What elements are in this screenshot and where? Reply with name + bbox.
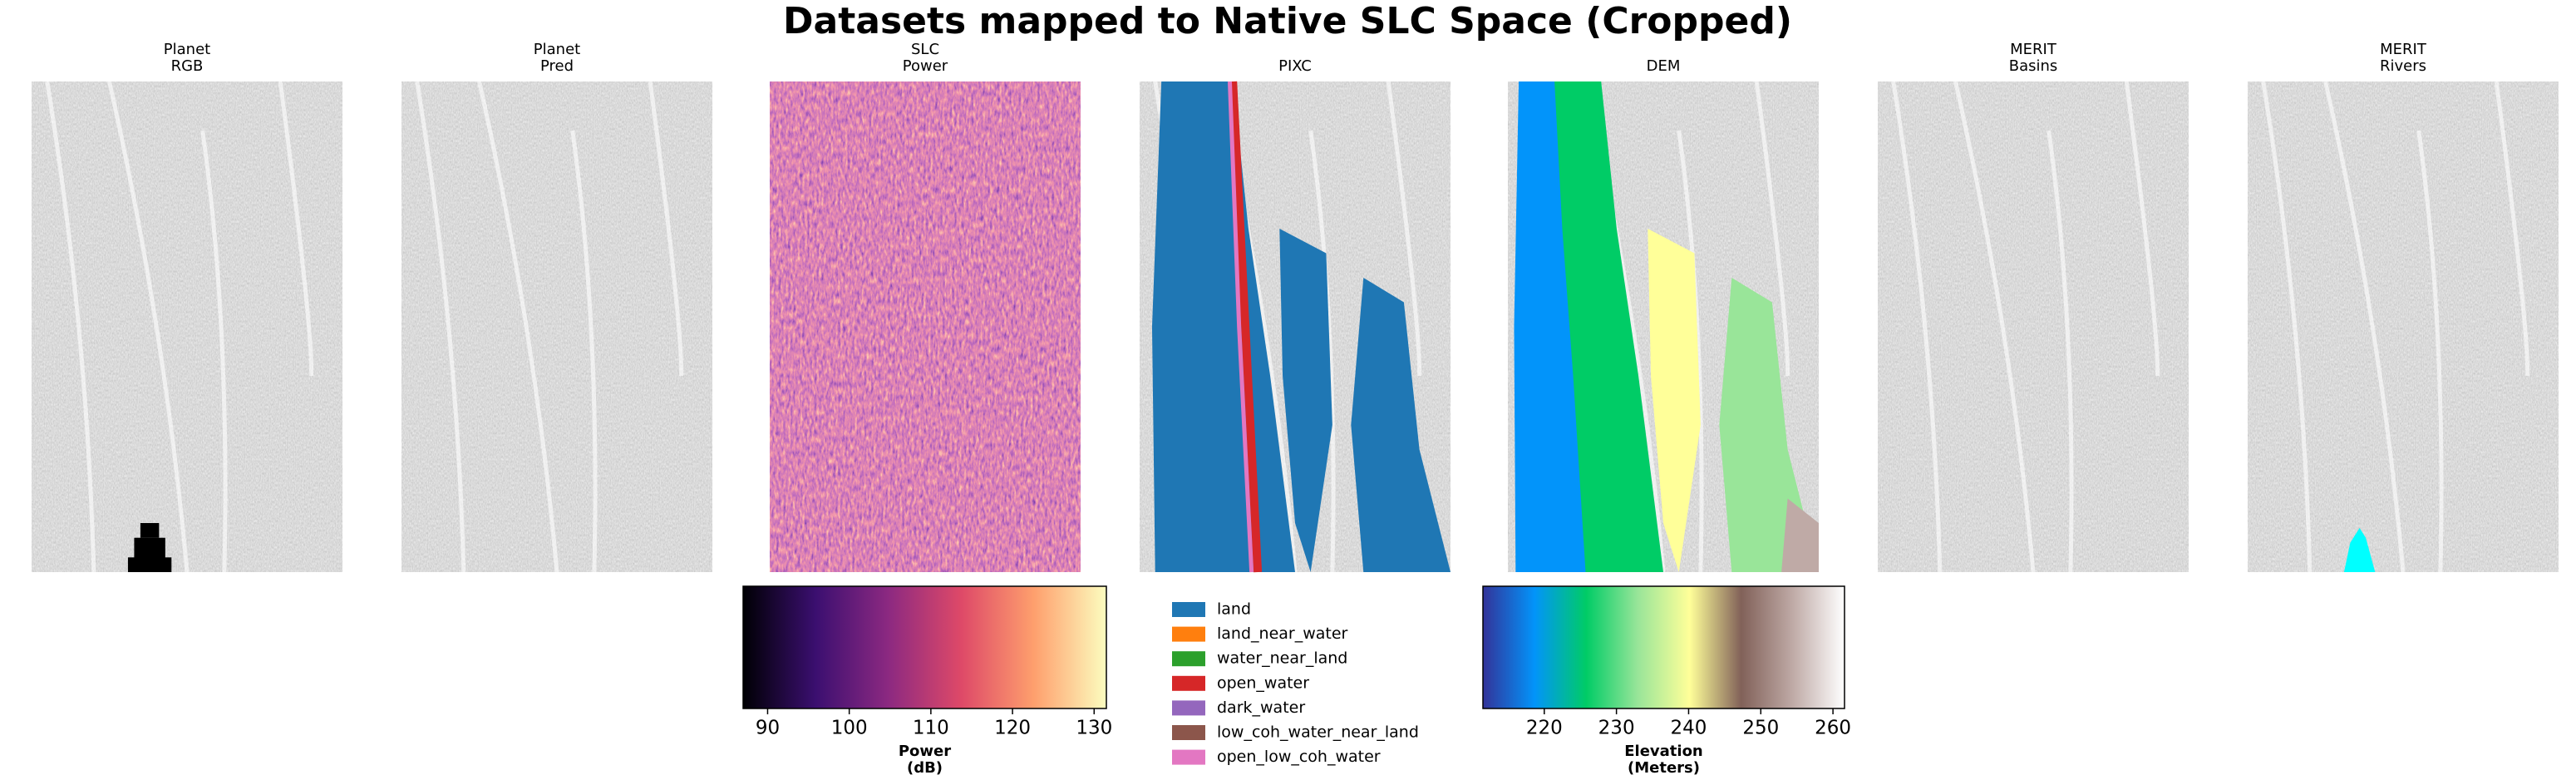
legend-swatch xyxy=(1172,626,1205,642)
streak xyxy=(278,81,314,377)
panel-title: Rivers xyxy=(2380,57,2426,75)
legend-label: dark_water xyxy=(1217,699,1305,717)
streak xyxy=(1386,81,1422,377)
legend-swatch xyxy=(1172,700,1205,716)
dem-region xyxy=(1648,229,1701,572)
panel-title: Pred xyxy=(540,57,574,75)
tick-label: 260 xyxy=(1815,718,1851,739)
legend-swatch xyxy=(1172,651,1205,667)
pixc-region xyxy=(1279,229,1332,572)
mask-block xyxy=(140,523,160,538)
streak xyxy=(415,81,466,573)
streak xyxy=(648,81,684,377)
legend-label: land xyxy=(1217,600,1251,619)
legend-swatch xyxy=(1172,749,1205,765)
colorbar xyxy=(1482,585,1845,709)
panel-title: MERIT xyxy=(2380,41,2427,58)
streak xyxy=(477,81,559,573)
panel-title: SLC xyxy=(911,41,939,58)
streak xyxy=(1953,81,2036,573)
panel-title: Power xyxy=(903,57,948,75)
figure-title: Datasets mapped to Native SLC Space (Cro… xyxy=(783,0,1792,42)
dem-region xyxy=(1719,278,1819,572)
colorbar xyxy=(742,585,1107,709)
streak xyxy=(107,81,190,573)
panel-title: Planet xyxy=(534,41,580,58)
tick-label: 250 xyxy=(1742,718,1779,739)
mask-block xyxy=(127,557,172,572)
streak xyxy=(1891,81,1943,573)
tick-label: 90 xyxy=(756,718,780,739)
panel-title: Basins xyxy=(2009,57,2058,75)
panel-title: Planet xyxy=(164,41,210,58)
dem-region xyxy=(1781,498,1819,572)
panel-title: PIXC xyxy=(1278,57,1312,75)
panel-title: RGB xyxy=(171,57,204,75)
legend-label: open_low_coh_water xyxy=(1217,748,1381,766)
tick-label: 220 xyxy=(1526,718,1563,739)
streak xyxy=(570,130,598,573)
legend-swatch xyxy=(1172,602,1205,617)
legend-label: low_coh_water_near_land xyxy=(1217,723,1419,742)
tick-label: 120 xyxy=(994,718,1031,739)
pixc-region xyxy=(1351,278,1451,572)
colorbar-label: (Meters) xyxy=(1628,759,1700,777)
pixc-water xyxy=(1227,81,1254,573)
streak xyxy=(200,130,228,573)
colorbar-label: Power xyxy=(899,743,951,760)
streak xyxy=(2323,81,2406,573)
streak xyxy=(2494,81,2530,377)
streak xyxy=(1754,81,1790,377)
tick-label: 110 xyxy=(913,718,949,739)
legend-swatch xyxy=(1172,725,1205,740)
legend-swatch xyxy=(1172,675,1205,691)
colorbar-label: Elevation xyxy=(1624,743,1703,760)
colorbar-label: (dB) xyxy=(907,759,943,777)
streak xyxy=(2124,81,2160,377)
streak xyxy=(45,81,96,573)
streak xyxy=(2261,81,2312,573)
legend-label: open_water xyxy=(1217,674,1309,692)
panel-image xyxy=(770,81,1081,572)
tick-label: 240 xyxy=(1671,718,1707,739)
streak xyxy=(1308,130,1336,573)
streak xyxy=(2047,130,2074,573)
panel-title: MERIT xyxy=(2010,41,2057,58)
tick-label: 100 xyxy=(831,718,868,739)
tick-label: 130 xyxy=(1076,718,1112,739)
legend-label: water_near_land xyxy=(1217,649,1347,668)
dem-region xyxy=(1514,81,1586,572)
legend-label: land_near_water xyxy=(1217,624,1348,643)
streak xyxy=(1677,130,1704,573)
tick-label: 230 xyxy=(1598,718,1635,739)
streak xyxy=(2416,130,2444,573)
pixc-region xyxy=(1151,81,1295,572)
panel-title: DEM xyxy=(1647,57,1681,75)
pixc-water xyxy=(1229,81,1263,573)
river-block xyxy=(2343,527,2376,572)
